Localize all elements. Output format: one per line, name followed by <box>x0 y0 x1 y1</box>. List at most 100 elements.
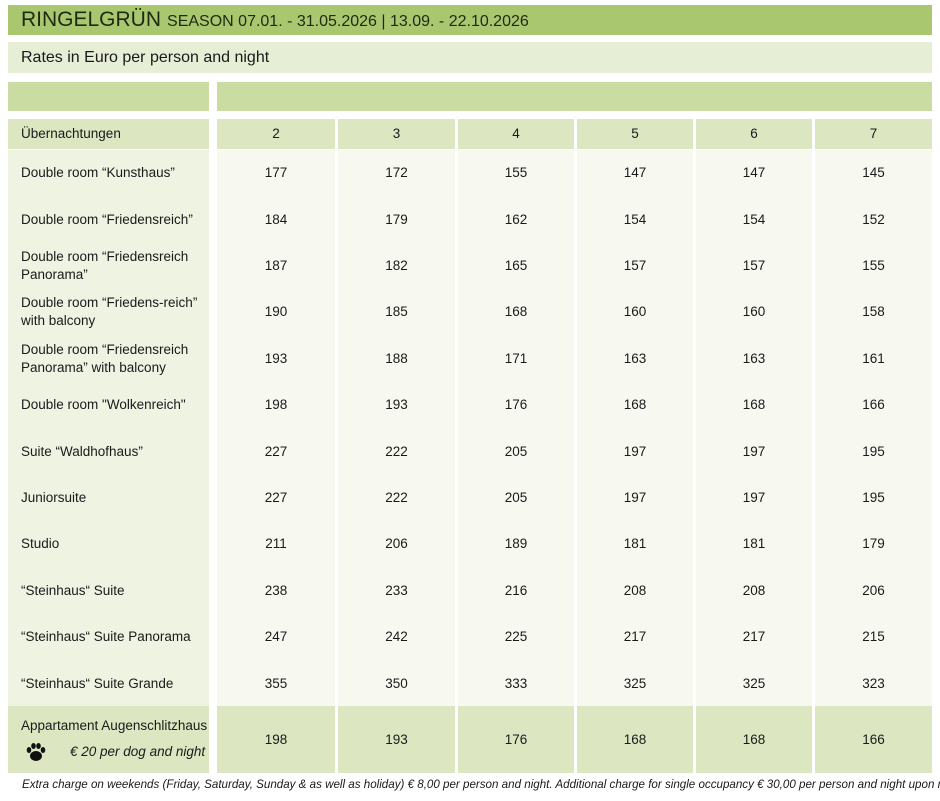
apartment-label: Appartament Augenschlitzhaus <box>21 718 208 733</box>
rate: 185 <box>338 289 455 336</box>
rate: 227 <box>217 428 335 475</box>
rate: 222 <box>338 474 455 522</box>
rate: 163 <box>577 335 693 382</box>
header-band <box>217 82 932 111</box>
rate: 147 <box>696 150 812 197</box>
row-label: Double room “Friedensreich Panorama” wit… <box>8 335 209 382</box>
column-header: 4 <box>458 119 574 149</box>
rate: 193 <box>338 706 455 773</box>
row-label: Double room “Friedensreich Panorama” <box>8 242 209 290</box>
rate: 172 <box>338 150 455 197</box>
rate: 161 <box>815 335 932 382</box>
paw-icon <box>26 743 46 761</box>
rate: 206 <box>338 521 455 568</box>
rate: 154 <box>696 196 812 243</box>
rate: 197 <box>577 428 693 475</box>
rate: 165 <box>458 242 574 290</box>
rate: 168 <box>577 382 693 429</box>
rate: 154 <box>577 196 693 243</box>
rate: 179 <box>338 196 455 243</box>
rate: 205 <box>458 474 574 522</box>
rate: 233 <box>338 567 455 614</box>
row-label: “Steinhaus“ Suite Panorama <box>8 614 209 661</box>
rate: 355 <box>217 660 335 707</box>
rate: 205 <box>458 428 574 475</box>
rate: 157 <box>577 242 693 290</box>
rate: 145 <box>815 150 932 197</box>
dog-note: € 20 per dog and night <box>70 744 206 759</box>
rate: 216 <box>458 567 574 614</box>
rate: 333 <box>458 660 574 707</box>
header-band <box>8 82 209 111</box>
rate: 350 <box>338 660 455 707</box>
rate: 206 <box>815 567 932 614</box>
rate: 208 <box>577 567 693 614</box>
row-label: Double room "Wolkenreich" <box>8 382 209 429</box>
rate: 197 <box>577 474 693 522</box>
rate: 215 <box>815 614 932 661</box>
row-label: Double room “Friedensreich” <box>8 196 209 243</box>
row-label: “Steinhaus“ Suite <box>8 567 209 614</box>
rate: 189 <box>458 521 574 568</box>
rate: 325 <box>577 660 693 707</box>
row-label: Double room “Kunsthaus” <box>8 150 209 197</box>
row-label: Suite “Waldhofhaus” <box>8 428 209 475</box>
rate: 184 <box>217 196 335 243</box>
rate: 177 <box>217 150 335 197</box>
rate: 168 <box>458 289 574 336</box>
rate: 242 <box>338 614 455 661</box>
rate: 323 <box>815 660 932 707</box>
rate: 168 <box>696 706 812 773</box>
row-label: Double room “Friedens-reich” with balcon… <box>8 289 209 336</box>
row-label: Juniorsuite <box>8 474 209 522</box>
rate: 176 <box>458 706 574 773</box>
rate: 227 <box>217 474 335 522</box>
rate: 187 <box>217 242 335 290</box>
title: RINGELGRÜN <box>21 8 162 31</box>
rate: 147 <box>577 150 693 197</box>
rate: 325 <box>696 660 812 707</box>
column-header: 5 <box>577 119 693 149</box>
column-header: Übernachtungen <box>8 119 209 149</box>
rate: 168 <box>577 706 693 773</box>
rate: 195 <box>815 474 932 522</box>
rate: 160 <box>696 289 812 336</box>
column-header: 3 <box>338 119 455 149</box>
title-bar: RINGELGRÜN SEASON 07.01. - 31.05.2026 | … <box>8 5 932 35</box>
rate: 152 <box>815 196 932 243</box>
rate: 198 <box>217 382 335 429</box>
rate: 155 <box>815 242 932 290</box>
rate: 158 <box>815 289 932 336</box>
rate: 166 <box>815 382 932 429</box>
rate: 162 <box>458 196 574 243</box>
subtitle: Rates in Euro per person and night <box>8 42 932 73</box>
rate: 181 <box>577 521 693 568</box>
row-label: Appartament Augenschlitzhaus € 20 per dog… <box>8 706 209 773</box>
rate: 160 <box>577 289 693 336</box>
rate: 171 <box>458 335 574 382</box>
rate: 157 <box>696 242 812 290</box>
rate: 166 <box>815 706 932 773</box>
rate: 238 <box>217 567 335 614</box>
rate: 155 <box>458 150 574 197</box>
rate: 225 <box>458 614 574 661</box>
rate: 188 <box>338 335 455 382</box>
rate: 181 <box>696 521 812 568</box>
column-header: 6 <box>696 119 812 149</box>
rate: 179 <box>815 521 932 568</box>
rate: 217 <box>577 614 693 661</box>
rate: 247 <box>217 614 335 661</box>
rate: 163 <box>696 335 812 382</box>
rate: 182 <box>338 242 455 290</box>
rate: 168 <box>696 382 812 429</box>
rate: 222 <box>338 428 455 475</box>
rate: 190 <box>217 289 335 336</box>
row-label: “Steinhaus“ Suite Grande <box>8 660 209 707</box>
rate: 197 <box>696 428 812 475</box>
footnote: Extra charge on weekends (Friday, Saturd… <box>22 778 940 791</box>
column-header: 7 <box>815 119 932 149</box>
rate: 193 <box>217 335 335 382</box>
rate: 193 <box>338 382 455 429</box>
rate: 217 <box>696 614 812 661</box>
